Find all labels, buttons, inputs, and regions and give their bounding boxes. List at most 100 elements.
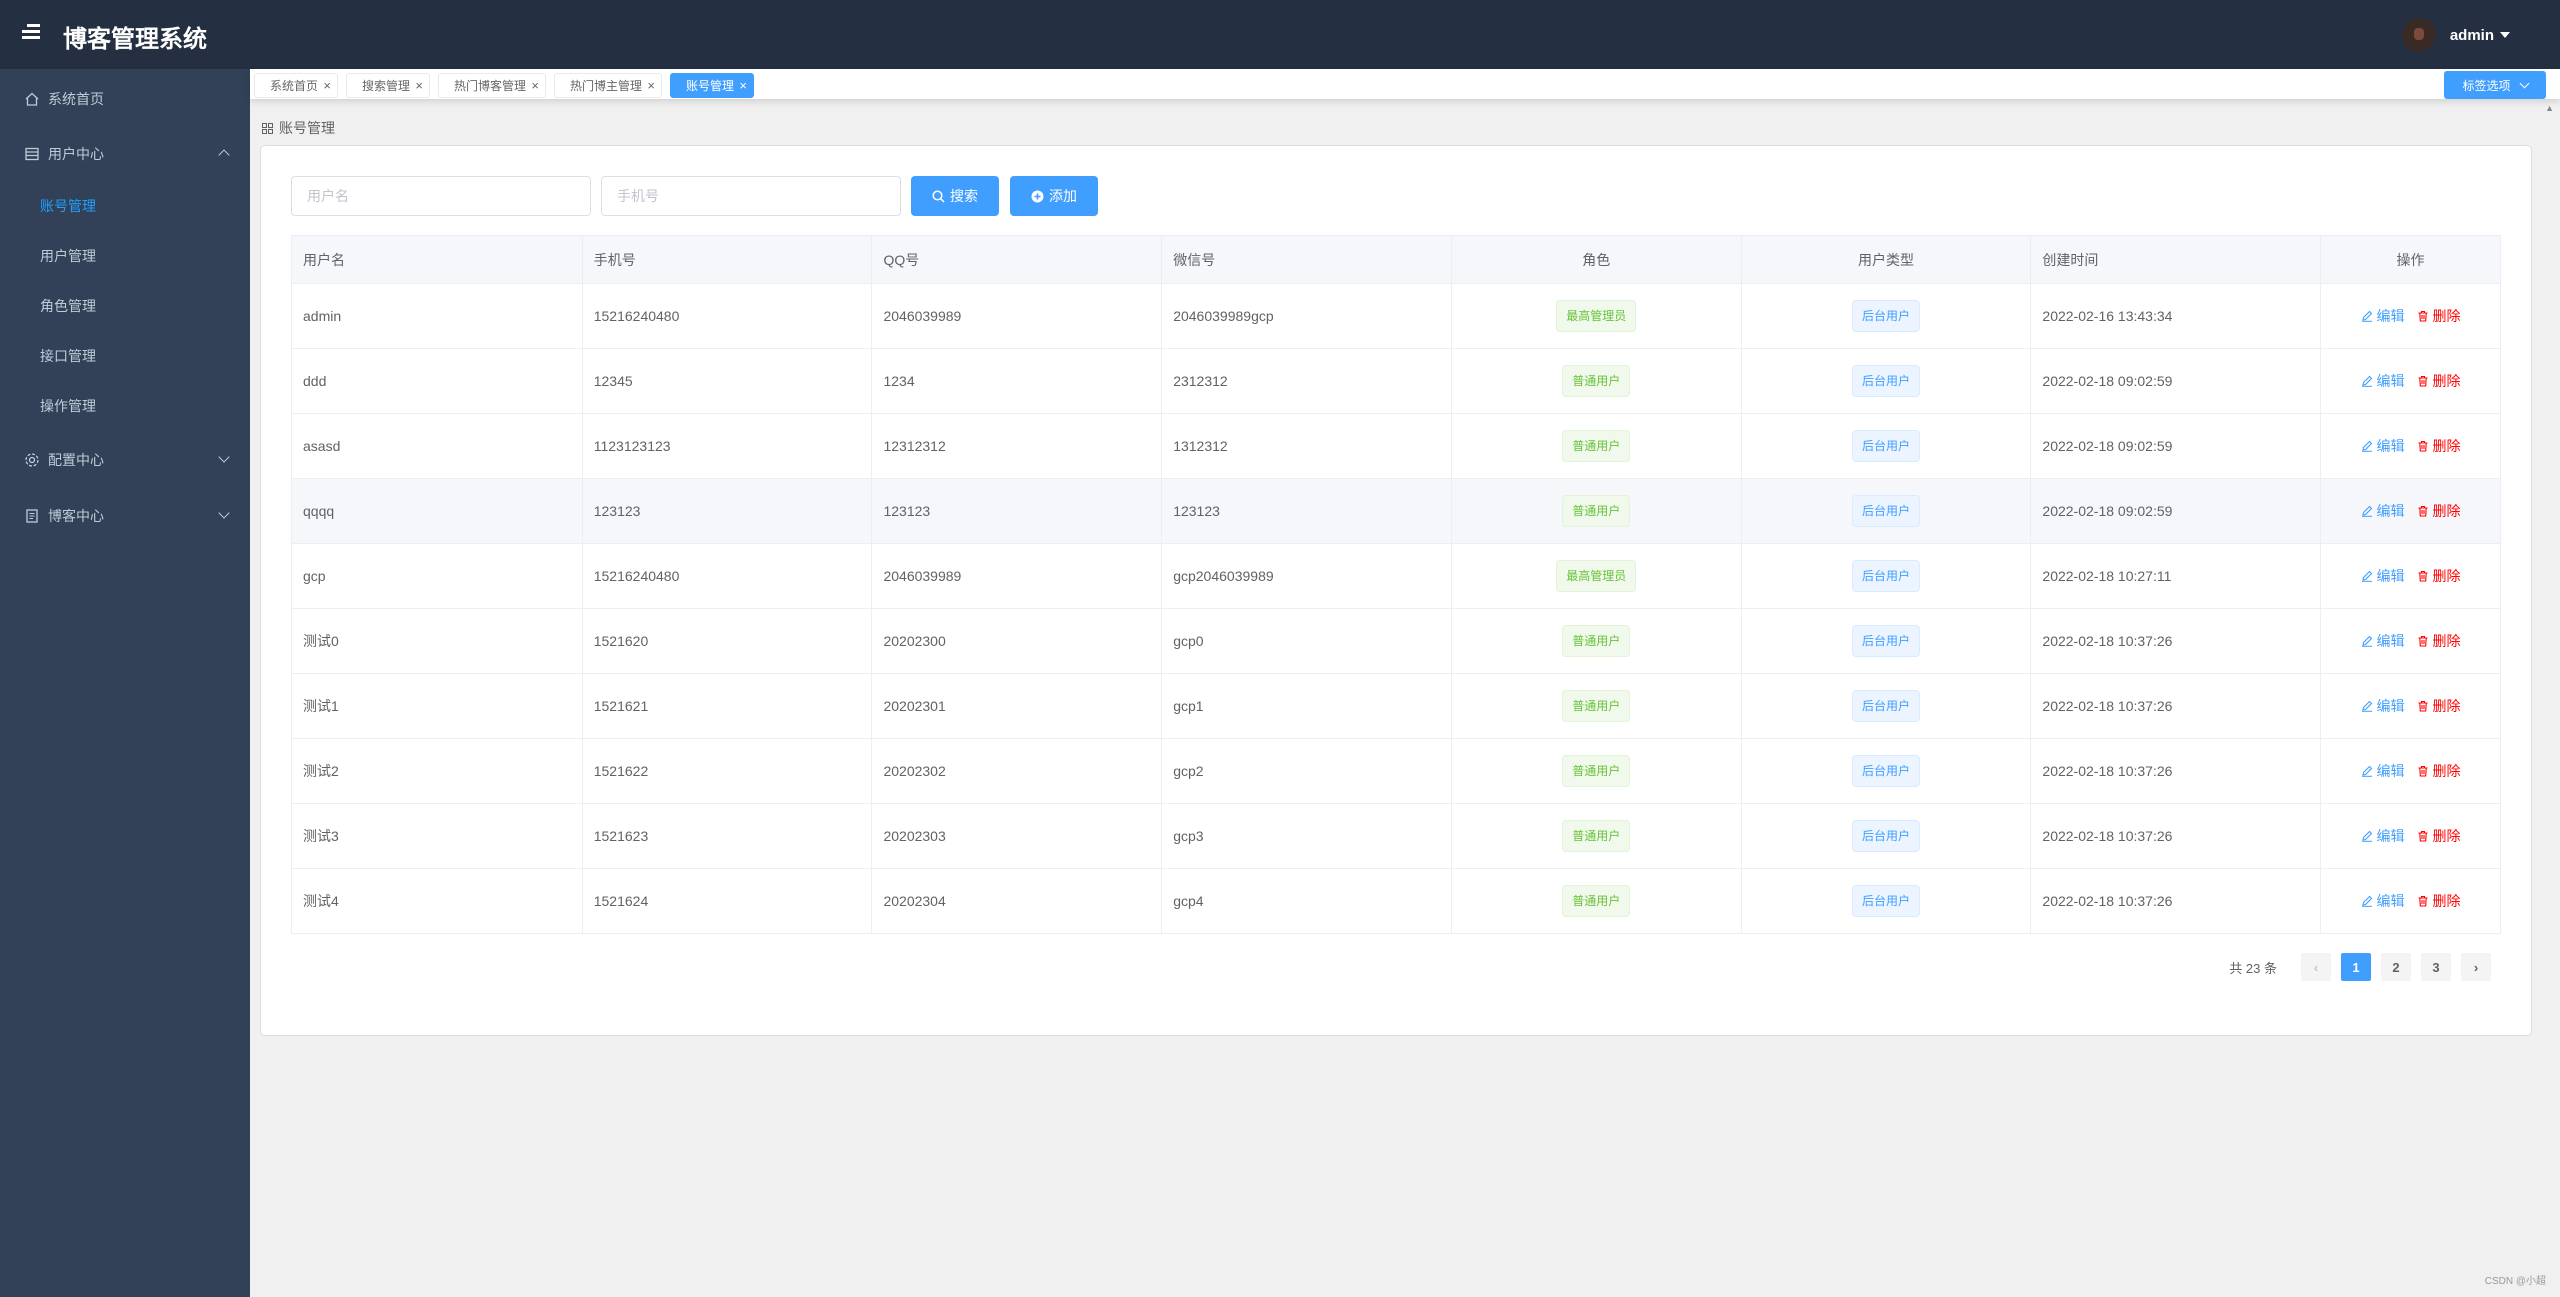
delete-button[interactable]: 删除: [2417, 761, 2461, 781]
next-page-button[interactable]: ›: [2461, 953, 2491, 981]
edit-label: 编辑: [2376, 373, 2405, 389]
column-header: 用户类型: [1742, 236, 2032, 283]
close-icon[interactable]: ×: [531, 78, 539, 93]
trash-icon: [2418, 635, 2428, 647]
cell-phone: 1521621: [583, 674, 873, 738]
edit-button[interactable]: 编辑: [2361, 566, 2405, 586]
sidebar-subitem-operations[interactable]: 操作管理: [40, 398, 96, 414]
delete-button[interactable]: 删除: [2417, 371, 2461, 391]
delete-button[interactable]: 删除: [2417, 891, 2461, 911]
page-button[interactable]: 2: [2381, 953, 2411, 981]
edit-button[interactable]: 编辑: [2361, 371, 2405, 391]
edit-label: 编辑: [2376, 828, 2405, 844]
avatar[interactable]: [2401, 18, 2436, 52]
sidebar-item-blog-center[interactable]: 博客中心: [0, 491, 250, 541]
sidebar-subitem-account[interactable]: 账号管理: [40, 198, 96, 214]
edit-button[interactable]: 编辑: [2361, 761, 2405, 781]
cell-created-at: 2022-02-18 09:02:59: [2031, 414, 2322, 478]
sidebar-item-home[interactable]: 系统首页: [0, 74, 250, 124]
tab-hot-blogs[interactable]: 热门博客管理 ×: [438, 73, 546, 98]
cell-username: asasd: [292, 414, 583, 478]
column-header: 用户名: [292, 236, 583, 283]
close-icon[interactable]: ×: [415, 78, 423, 93]
table-row: ddd 12345 1234 2312312 普通用户 后台用户 2022-02-18 09…: [292, 349, 2500, 414]
collapse-menu-icon[interactable]: [22, 24, 40, 40]
cell-wechat: gcp4: [1162, 869, 1452, 933]
cell-role: 普通用户: [1452, 804, 1742, 868]
delete-button[interactable]: 删除: [2417, 826, 2461, 846]
delete-label: 删除: [2432, 698, 2461, 714]
close-icon[interactable]: ×: [739, 78, 747, 93]
cell-qq: 20202300: [872, 609, 1163, 673]
cell-qq: 12312312: [872, 414, 1163, 478]
cell-role: 普通用户: [1452, 869, 1742, 933]
trash-icon: [2418, 570, 2428, 582]
edit-button[interactable]: 编辑: [2361, 501, 2405, 521]
edit-button[interactable]: 编辑: [2361, 696, 2405, 716]
main-container: 用户名 手机号 搜索 添加 用户名 手机号 QQ号 微信号 角色 用户类型 创建…: [260, 145, 2532, 1036]
cell-phone: 1123123123: [583, 414, 873, 478]
table-header: 用户名 手机号 QQ号 微信号 角色 用户类型 创建时间 操作: [292, 236, 2500, 284]
edit-button[interactable]: 编辑: [2361, 436, 2405, 456]
scroll-up-icon[interactable]: ▲: [2545, 103, 2554, 113]
user-type-tag: 后台用户: [1852, 365, 1921, 397]
edit-label: 编辑: [2376, 438, 2405, 454]
edit-button[interactable]: 编辑: [2361, 826, 2405, 846]
plus-circle-icon: [1031, 190, 1044, 202]
page-button[interactable]: 3: [2421, 953, 2451, 981]
user-type-tag: 后台用户: [1852, 690, 1921, 722]
tab-hot-bloggers[interactable]: 热门博主管理 ×: [554, 73, 662, 98]
tab-options-button[interactable]: 标签选项: [2444, 71, 2546, 99]
delete-button[interactable]: 删除: [2417, 631, 2461, 651]
trash-icon: [2418, 830, 2428, 842]
cell-role: 普通用户: [1452, 349, 1742, 413]
edit-button[interactable]: 编辑: [2361, 891, 2405, 911]
sidebar-item-config-center[interactable]: 配置中心: [0, 435, 250, 485]
delete-button[interactable]: 删除: [2417, 696, 2461, 716]
trash-icon: [2418, 375, 2428, 387]
tab-home[interactable]: 系统首页 ×: [254, 73, 338, 98]
role-tag: 普通用户: [1562, 430, 1631, 462]
column-header: 手机号: [583, 236, 873, 283]
prev-page-button[interactable]: ‹: [2301, 953, 2331, 981]
sidebar-subitem-users[interactable]: 用户管理: [40, 248, 96, 264]
delete-button[interactable]: 删除: [2417, 436, 2461, 456]
sidebar-subitem-roles[interactable]: 角色管理: [40, 298, 96, 314]
user-type-tag: 后台用户: [1852, 560, 1921, 592]
page-button[interactable]: 1: [2341, 953, 2371, 981]
cell-qq: 20202304: [872, 869, 1163, 933]
phone-search-input[interactable]: 手机号: [601, 176, 901, 216]
edit-label: 编辑: [2376, 763, 2405, 779]
edit-button[interactable]: 编辑: [2361, 306, 2405, 326]
cell-username: qqqq: [292, 479, 583, 543]
caret-down-icon[interactable]: [2500, 32, 2510, 38]
add-button[interactable]: 添加: [1010, 176, 1098, 216]
tab-label: 系统首页: [270, 79, 319, 93]
user-dropdown[interactable]: admin: [2401, 18, 2510, 52]
tab-account-management[interactable]: 账号管理 ×: [670, 73, 754, 98]
tab-search-management[interactable]: 搜索管理 ×: [346, 73, 430, 98]
role-tag: 普通用户: [1562, 495, 1631, 527]
delete-button[interactable]: 删除: [2417, 501, 2461, 521]
search-button[interactable]: 搜索: [911, 176, 999, 216]
sidebar-subitem-api[interactable]: 接口管理: [40, 348, 96, 364]
role-tag: 最高管理员: [1556, 300, 1637, 332]
user-name[interactable]: admin: [2449, 26, 2494, 44]
edit-button[interactable]: 编辑: [2361, 631, 2405, 651]
close-icon[interactable]: ×: [647, 78, 655, 93]
sidebar-item-user-center[interactable]: 用户中心: [0, 129, 250, 179]
cell-wechat: 2046039989gcp: [1162, 284, 1452, 348]
chevron-down-icon: [218, 507, 230, 519]
search-icon: [932, 189, 945, 203]
cell-qq: 2046039989: [872, 284, 1163, 348]
username-search-input[interactable]: 用户名: [291, 176, 591, 216]
cell-phone: 12345: [583, 349, 873, 413]
table-row: 测试2 1521622 20202302 gcp2 普通用户 后台用户 2022-02-18…: [292, 739, 2500, 804]
chevron-down-icon: [2519, 78, 2529, 88]
cell-username: gcp: [292, 544, 583, 608]
cell-actions: 编辑 删除: [2321, 479, 2500, 543]
close-icon[interactable]: ×: [323, 78, 331, 93]
delete-button[interactable]: 删除: [2417, 306, 2461, 326]
delete-button[interactable]: 删除: [2417, 566, 2461, 586]
role-tag: 普通用户: [1562, 755, 1631, 787]
